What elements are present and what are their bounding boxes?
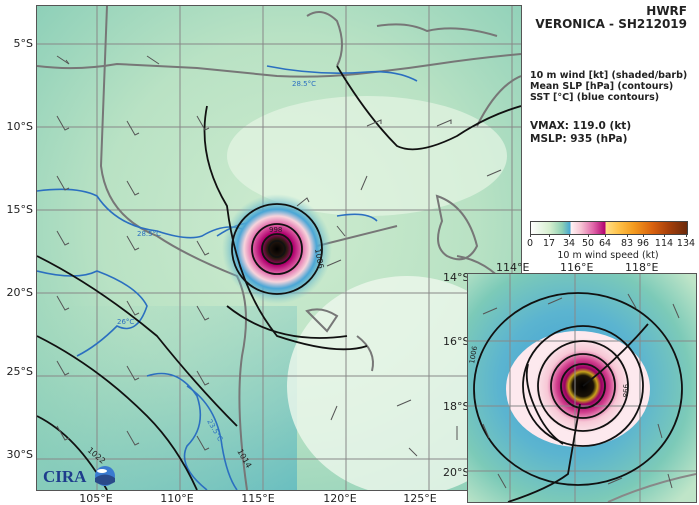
legend-wind: 10 m wind [kt] (shaded/barb) <box>530 70 688 81</box>
colorbar-tick: 17 <box>542 238 556 249</box>
lon-label: 105°E <box>79 492 113 505</box>
inset-lat-label: 16°S <box>443 335 470 348</box>
lon-label: 125°E <box>403 492 437 505</box>
sst-label-285: 28.5°C <box>137 230 161 238</box>
inset-lat-label: 18°S <box>443 400 470 413</box>
legend-sst: SST [°C] (blue contours) <box>530 92 660 103</box>
lat-label: 5°S <box>13 37 33 50</box>
colorbar-tick: 96 <box>636 238 650 249</box>
mslp-value: MSLP: 935 (hPa) <box>530 133 628 145</box>
colorbar-tick: 34 <box>562 238 576 249</box>
lat-label: 10°S <box>6 120 33 133</box>
inset-lat-label: 14°S <box>443 271 470 284</box>
inset-wind-field: 1006 998 <box>468 274 696 502</box>
colorbar-tick: 83 <box>620 238 634 249</box>
inset-lon-label: 118°E <box>625 261 659 274</box>
inset-lon-label: 116°E <box>560 261 594 274</box>
sst-label-26: 26°C <box>117 318 134 326</box>
sst-label-285-north: 28.5°C <box>292 80 316 88</box>
colorbar-tick: 114 <box>654 238 674 249</box>
colorbar-tick: 134 <box>676 238 696 249</box>
lat-label: 30°S <box>6 448 33 461</box>
inset-contour-label-1006: 1006 <box>468 345 479 364</box>
lat-label: 15°S <box>6 203 33 216</box>
colorbar-tick: 50 <box>581 238 595 249</box>
lon-label: 115°E <box>241 492 275 505</box>
contour-label-998: 998 <box>269 226 282 234</box>
inset-contour-label-998: 998 <box>621 384 629 397</box>
cira-logo: CIRA <box>43 466 115 486</box>
lat-label: 20°S <box>6 286 33 299</box>
inset-lat-label: 20°S <box>443 466 470 479</box>
inset-map[interactable]: 1006 998 <box>467 273 697 503</box>
main-map[interactable]: 1006 998 1014 1022 28.5°C 28.5°C 26°C 23… <box>36 5 522 491</box>
lon-label: 110°E <box>160 492 194 505</box>
colorbar-tick: 0 <box>526 238 534 249</box>
storm-name: VERONICA - SH212019 <box>535 17 687 31</box>
colorbar-label: 10 m wind speed (kt) <box>557 250 659 261</box>
svg-text:CIRA: CIRA <box>43 467 87 486</box>
colorbar-tick: 64 <box>598 238 612 249</box>
model-name: HWRF <box>646 4 687 18</box>
lat-label: 25°S <box>6 365 33 378</box>
vmax-value: VMAX: 119.0 (kt) <box>530 120 632 132</box>
wind-field-map: 1006 998 1014 1022 28.5°C 28.5°C 26°C 23… <box>37 6 521 490</box>
lon-label: 120°E <box>323 492 357 505</box>
wind-speed-colorbar <box>530 221 688 235</box>
legend-slp: Mean SLP [hPa] (contours) <box>530 81 674 92</box>
contour-label-1006: 1006 <box>313 248 325 270</box>
inset-lon-label: 114°E <box>496 261 530 274</box>
